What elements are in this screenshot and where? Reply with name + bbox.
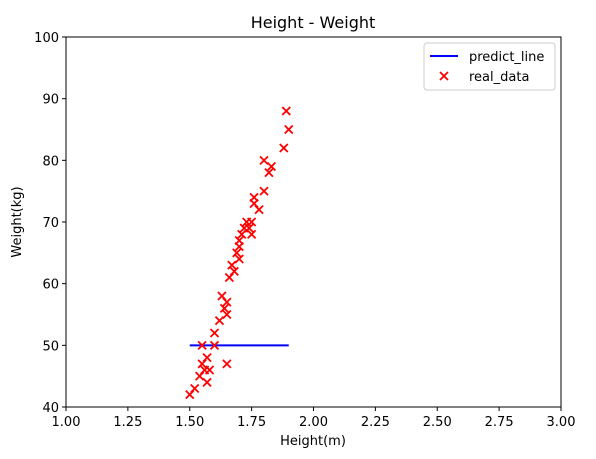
data-point bbox=[229, 266, 239, 276]
data-point bbox=[234, 235, 244, 246]
x-tick-label: 1.75 bbox=[237, 415, 266, 430]
x-axis-title: Height(m) bbox=[280, 434, 346, 449]
plot-area bbox=[185, 106, 294, 400]
data-point bbox=[246, 217, 257, 227]
data-point bbox=[202, 353, 212, 363]
x-tick-label: 2.25 bbox=[361, 415, 390, 430]
y-axis: 40 50 60 70 80 90 100 bbox=[34, 31, 66, 416]
legend-entry-real-data: real_data bbox=[469, 70, 529, 85]
y-tick-label: 100 bbox=[34, 31, 59, 46]
data-point bbox=[222, 359, 232, 369]
legend-box bbox=[423, 42, 556, 91]
data-point bbox=[227, 260, 237, 270]
y-tick-label: 60 bbox=[42, 278, 59, 293]
data-point bbox=[284, 124, 294, 135]
data-point bbox=[281, 106, 291, 116]
x-tick-label: 1.00 bbox=[52, 415, 81, 430]
legend-marker-x bbox=[439, 71, 449, 81]
legend: predict_line real_data bbox=[423, 42, 556, 91]
data-point bbox=[219, 303, 230, 313]
y-tick-label: 50 bbox=[42, 339, 59, 354]
x-tick-label: 2.75 bbox=[485, 415, 514, 430]
x-tick-label: 2.00 bbox=[299, 415, 328, 430]
x-tick-label: 2.50 bbox=[423, 415, 452, 430]
data-point bbox=[214, 316, 225, 326]
data-point bbox=[237, 229, 247, 239]
legend-entry-predict-line: predict_line bbox=[469, 50, 544, 65]
x-tick-label: 1.50 bbox=[175, 415, 204, 430]
data-point bbox=[209, 340, 220, 350]
data-point bbox=[246, 229, 257, 239]
data-point bbox=[234, 254, 244, 264]
data-point bbox=[259, 186, 269, 196]
y-tick-label: 90 bbox=[42, 93, 59, 108]
data-point bbox=[259, 155, 269, 165]
chart-title: Height - Weight bbox=[251, 13, 376, 32]
y-tick-label: 70 bbox=[42, 216, 59, 231]
legend-marker-swatch bbox=[439, 71, 449, 81]
data-point bbox=[264, 168, 274, 178]
y-tick-label: 40 bbox=[42, 401, 59, 416]
data-point bbox=[266, 161, 277, 172]
data-point bbox=[197, 340, 207, 350]
x-tick-label: 3.00 bbox=[547, 415, 576, 430]
data-point bbox=[254, 205, 264, 215]
data-point bbox=[222, 297, 232, 307]
data-point bbox=[209, 328, 220, 338]
data-point bbox=[279, 143, 289, 153]
x-tick-label: 1.25 bbox=[113, 415, 142, 430]
y-axis-title: Weight(kg) bbox=[10, 186, 25, 257]
y-tick-label: 80 bbox=[42, 154, 59, 169]
data-point bbox=[190, 383, 200, 394]
x-axis: 1.00 1.25 1.50 1.75 2.00 2.25 2.50 2.75 3.00 bbox=[52, 407, 576, 430]
data-point bbox=[202, 377, 212, 387]
data-point bbox=[204, 365, 215, 375]
data-point bbox=[244, 223, 254, 233]
data-point bbox=[232, 248, 242, 258]
data-point bbox=[222, 309, 232, 320]
data-point bbox=[249, 192, 259, 202]
